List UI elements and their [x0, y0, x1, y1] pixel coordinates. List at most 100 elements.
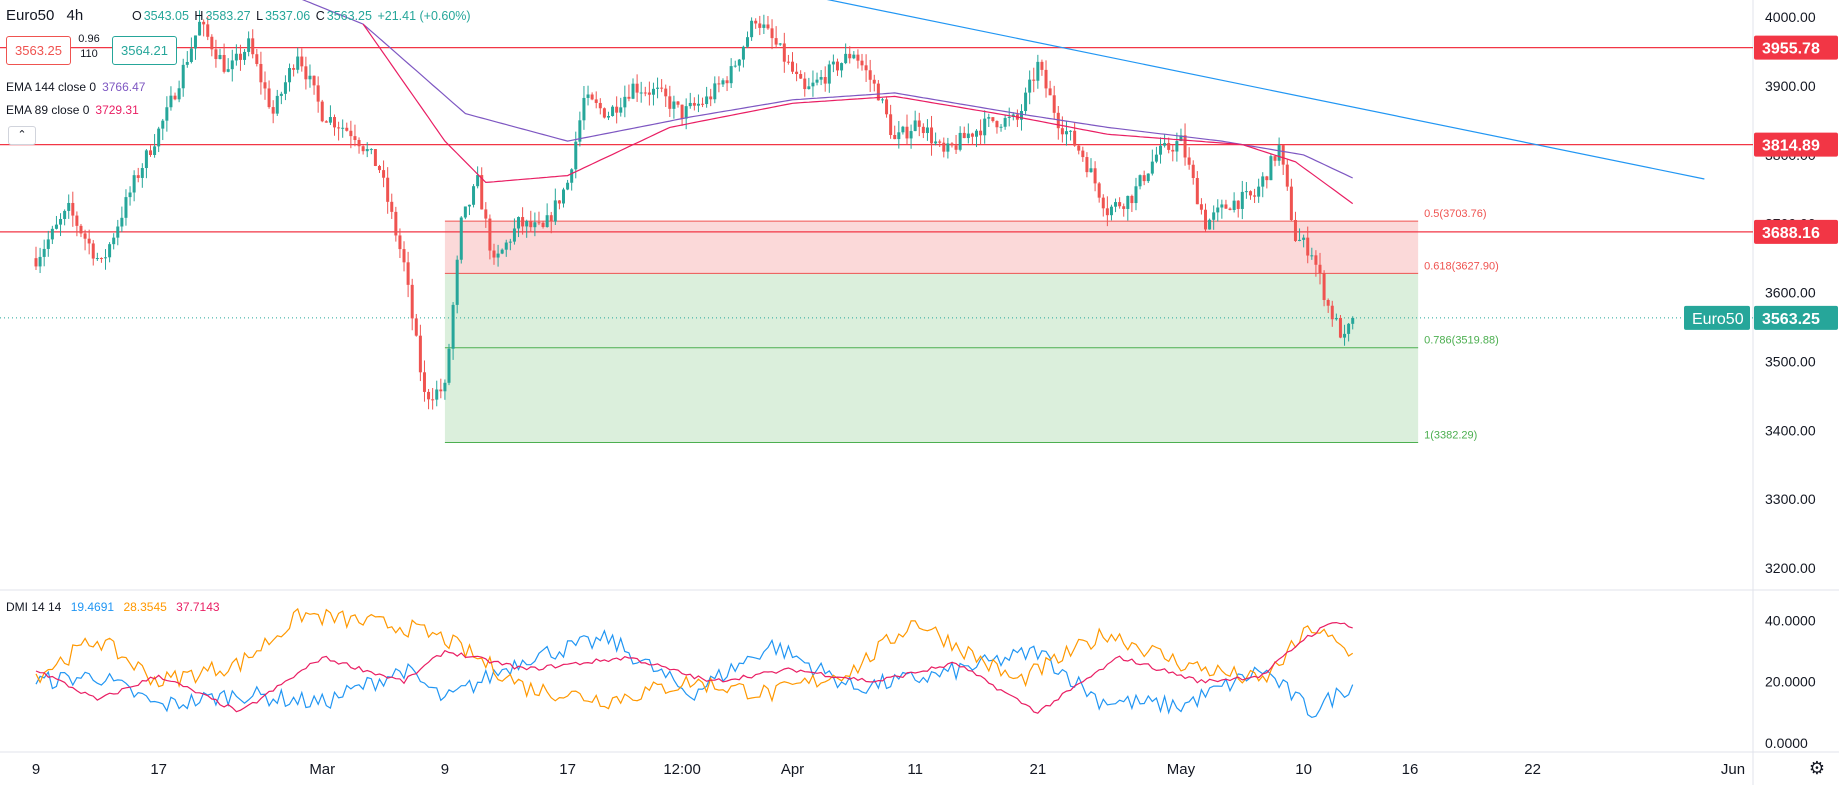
candle-body [320, 101, 324, 122]
candle-body [238, 53, 242, 60]
sell-price-button[interactable]: 3563.25 [6, 36, 71, 65]
candle-body [1171, 149, 1175, 152]
candle-body [83, 233, 87, 239]
candle-body [746, 37, 750, 47]
candle-body [750, 20, 754, 38]
candle-body [443, 382, 447, 392]
candle-body [786, 61, 790, 63]
candle-body [795, 71, 799, 75]
candle-body [1228, 208, 1232, 211]
candle-body [864, 65, 868, 71]
candle-body [885, 99, 889, 115]
high-value: 3583.27 [205, 9, 251, 23]
candle-body [169, 95, 173, 108]
candle-body [778, 43, 782, 45]
candle-body [202, 21, 206, 25]
time-axis-tick: May [1167, 761, 1196, 778]
settings-gear-icon[interactable]: ⚙ [1808, 758, 1825, 778]
time-axis-tick: 10 [1295, 761, 1312, 778]
price-level-tag-text: 3955.78 [1762, 41, 1820, 58]
symbol-name: Euro50 [6, 7, 55, 24]
candle-body [774, 38, 778, 45]
candle-body [157, 128, 161, 147]
candle-body [823, 77, 827, 84]
candle-body [459, 217, 463, 260]
collapse-legend-button[interactable]: ⌃ [8, 126, 36, 145]
candle-body [819, 77, 823, 80]
candle-body [181, 64, 185, 89]
candle-body [930, 127, 934, 144]
candle-body [283, 82, 287, 94]
candle-body [901, 126, 905, 133]
candle-body [537, 222, 541, 224]
candle-body [684, 106, 688, 119]
candle-body [189, 48, 193, 62]
price-level-tag-text: 3688.16 [1762, 225, 1820, 242]
candle-body [99, 258, 103, 260]
candle-body [308, 75, 312, 80]
ema144-legend[interactable]: EMA 144 close 0 3766.47 [6, 80, 145, 94]
candle-body [995, 121, 999, 128]
candle-body [803, 78, 807, 90]
candle-body [570, 169, 574, 183]
candle-body [1347, 323, 1351, 334]
dmi-minus-value: 28.3545 [123, 600, 167, 614]
candle-body [934, 141, 938, 144]
candle-body [1338, 317, 1342, 338]
candle-body [1310, 255, 1314, 257]
candle-body [402, 249, 406, 263]
candle-body [713, 83, 717, 100]
candle-body [112, 237, 116, 245]
candle-body [148, 150, 152, 155]
candle-body [660, 87, 664, 89]
dmi-legend[interactable]: DMI 14 14 19.4691 28.3545 37.7143 [6, 600, 220, 614]
candle-body [136, 175, 140, 178]
candle-body [251, 38, 255, 55]
candle-body [1146, 173, 1150, 182]
candle-body [639, 92, 643, 94]
candle-body [1126, 195, 1130, 209]
candle-body [623, 96, 627, 108]
candle-body [71, 202, 75, 216]
candle-body [807, 86, 811, 90]
candle-body [214, 49, 218, 60]
candle-body [394, 211, 398, 236]
candle-body [999, 126, 1003, 128]
candle-body [541, 222, 545, 227]
spread-size: 110 [80, 48, 98, 60]
candle-body [991, 117, 995, 122]
price-axis-tick: 3200.00 [1765, 560, 1816, 576]
candle-body [312, 75, 316, 86]
candle-body [472, 186, 476, 205]
ema89-legend[interactable]: EMA 89 close 0 3729.31 [6, 103, 139, 117]
candle-body [1114, 202, 1118, 207]
candle-body [226, 69, 230, 72]
candle-body [737, 59, 741, 66]
candle-body [377, 165, 381, 171]
candle-body [120, 217, 124, 227]
candle-body [153, 146, 157, 155]
buy-price-button[interactable]: 3564.21 [112, 36, 177, 65]
candle-body [594, 99, 598, 103]
candle-body [668, 96, 672, 109]
candle-body [1003, 117, 1007, 127]
buy-price: 3564.21 [121, 43, 168, 58]
candle-body [517, 217, 521, 229]
candle-body [95, 258, 99, 260]
candle-body [619, 107, 623, 113]
interval-label: 4h [66, 7, 84, 24]
candle-body [553, 200, 557, 222]
candle-body [431, 399, 435, 401]
candle-body [1024, 92, 1028, 112]
candle-body [1232, 200, 1236, 211]
candle-body [230, 60, 234, 70]
price-axis-tick: 3600.00 [1765, 285, 1816, 301]
candle-body [79, 225, 83, 234]
candle-body [1040, 61, 1044, 70]
candle-body [198, 21, 202, 36]
candle-body [627, 96, 631, 99]
candle-body [243, 51, 247, 60]
candle-body [1285, 164, 1289, 187]
dmi-plus-value: 19.4691 [70, 600, 115, 614]
